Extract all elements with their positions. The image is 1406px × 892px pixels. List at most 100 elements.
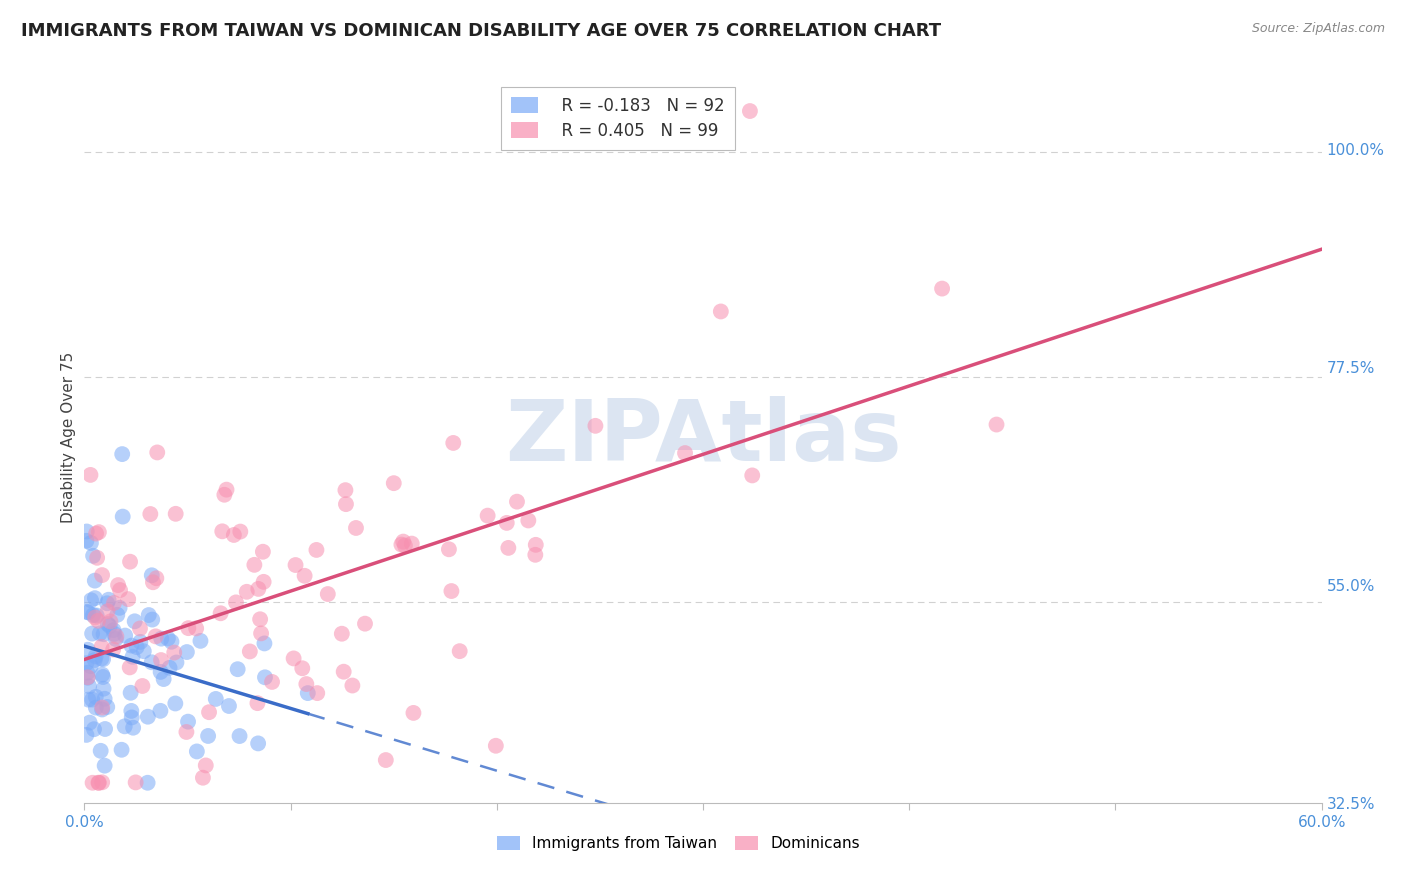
Point [149, 704, 172, 718]
Point [342, 679, 364, 693]
Point [243, 558, 266, 572]
Point [98, 615, 121, 629]
Point [138, 608, 160, 623]
Point [114, 629, 136, 643]
Point [104, 632, 127, 646]
Point [80, 536, 103, 550]
Point [76, 642, 98, 657]
Point [94, 722, 117, 736]
Point [176, 725, 198, 739]
Point [84, 690, 107, 704]
Point [253, 670, 276, 684]
Point [391, 538, 413, 552]
Point [90, 744, 112, 758]
Point [524, 538, 547, 552]
Point [150, 632, 173, 646]
Point [354, 616, 377, 631]
Point [235, 584, 257, 599]
Point [214, 488, 236, 502]
Point [124, 775, 146, 789]
Point [125, 640, 148, 654]
Point [225, 595, 247, 609]
Point [122, 721, 145, 735]
Point [83, 574, 105, 588]
Point [402, 706, 425, 720]
Point [477, 508, 499, 523]
Point [108, 583, 131, 598]
Point [89, 626, 111, 640]
Point [84, 610, 107, 624]
Point [673, 446, 696, 460]
Point [931, 282, 953, 296]
Point [91, 700, 114, 714]
Point [117, 592, 139, 607]
Point [110, 743, 132, 757]
Point [165, 697, 187, 711]
Point [218, 698, 240, 713]
Point [83, 722, 105, 736]
Point [710, 304, 733, 318]
Point [344, 521, 367, 535]
Point [96, 604, 118, 618]
Point [118, 660, 141, 674]
Point [209, 607, 232, 621]
Point [87, 614, 110, 628]
Point [741, 468, 763, 483]
Point [136, 776, 159, 790]
Point [79, 467, 101, 482]
Point [226, 662, 249, 676]
Point [190, 633, 212, 648]
Point [401, 536, 423, 550]
Point [84, 700, 107, 714]
Point [198, 705, 221, 719]
Point [76, 671, 98, 685]
Point [498, 541, 520, 555]
Point [166, 656, 188, 670]
Point [103, 627, 125, 641]
Point [295, 677, 318, 691]
Point [120, 555, 142, 569]
Point [316, 587, 339, 601]
Point [82, 608, 104, 623]
Point [87, 525, 110, 540]
Point [91, 702, 114, 716]
Point [392, 534, 415, 549]
Point [247, 736, 270, 750]
Point [246, 696, 269, 710]
Point [335, 497, 357, 511]
Point [186, 744, 208, 758]
Point [191, 771, 214, 785]
Point [252, 545, 274, 559]
Legend: Immigrants from Taiwan, Dominicans: Immigrants from Taiwan, Dominicans [491, 830, 866, 857]
Point [121, 710, 143, 724]
Point [141, 655, 163, 669]
Point [160, 634, 183, 648]
Point [91, 568, 114, 582]
Point [90, 640, 112, 654]
Point [97, 592, 120, 607]
Point [517, 513, 540, 527]
Point [79, 715, 101, 730]
Point [253, 574, 276, 589]
Point [82, 626, 104, 640]
Point [165, 507, 187, 521]
Point [93, 681, 115, 696]
Point [291, 661, 314, 675]
Point [738, 103, 761, 118]
Point [150, 653, 173, 667]
Point [75, 533, 97, 548]
Point [163, 646, 186, 660]
Point [495, 516, 517, 530]
Point [120, 686, 142, 700]
Point [307, 686, 329, 700]
Point [93, 758, 115, 772]
Point [441, 436, 464, 450]
Text: Source: ZipAtlas.com: Source: ZipAtlas.com [1251, 22, 1385, 36]
Point [131, 679, 153, 693]
Point [98, 619, 121, 633]
Point [186, 621, 208, 635]
Point [75, 657, 97, 671]
Point [76, 605, 98, 619]
Point [101, 642, 124, 657]
Point [93, 627, 115, 641]
